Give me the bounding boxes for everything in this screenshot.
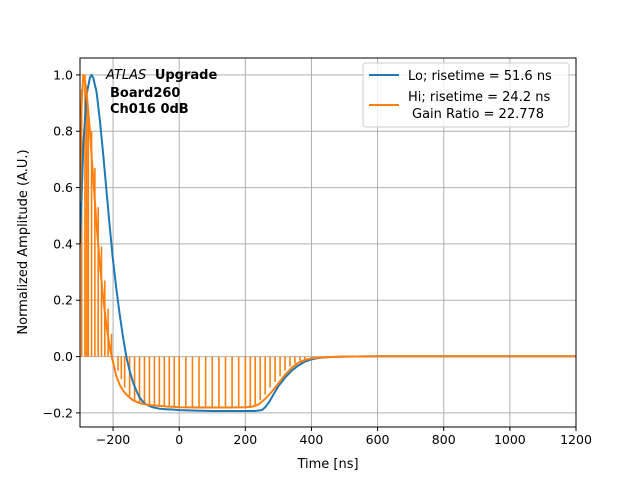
x-tick-label: 0 — [175, 432, 183, 447]
y-tick-label: 0.2 — [53, 293, 73, 308]
legend: Lo; risetime = 51.6 ns Hi; risetime = 24… — [362, 62, 570, 128]
x-tick-label: 1200 — [560, 432, 592, 447]
annotation-line-3: Ch016 0dB — [110, 102, 189, 117]
x-axis-label: Time [ns] — [296, 457, 358, 472]
annotation-line-2: Board260 — [110, 86, 180, 101]
annotation-atlas: ATLAS — [105, 68, 146, 83]
series-hi-line — [80, 73, 576, 409]
legend-label-hi: Hi; risetime = 24.2 ns — [408, 90, 550, 105]
plot-frame — [79, 57, 577, 428]
x-tick-label: −200 — [96, 432, 130, 447]
x-tick-label: 1000 — [494, 432, 526, 447]
y-axis-label: Normalized Amplitude (A.U.) — [16, 149, 31, 334]
legend-box — [362, 62, 570, 128]
series-group — [80, 73, 576, 412]
tick-marks: −200 0 200 400 600 800 1000 1200 −0.2 0.0 0.2 0.4 0.… — [43, 67, 592, 447]
y-tick-label: −0.2 — [43, 405, 73, 420]
legend-label-lo: Lo; risetime = 51.6 ns — [408, 69, 552, 84]
x-tick-label: 200 — [233, 432, 257, 447]
y-tick-label: 0.6 — [53, 180, 73, 195]
x-tick-label: 800 — [432, 432, 456, 447]
annotation-block: ATLAS Upgrade Board260 Ch016 0dB — [105, 68, 217, 117]
x-tick-label: 400 — [300, 432, 324, 447]
y-tick-label: 1.0 — [53, 67, 73, 82]
y-tick-label: 0.4 — [53, 236, 73, 251]
series-lo-line — [80, 73, 576, 412]
annotation-upgrade: Upgrade — [155, 68, 218, 83]
plot-series — [80, 73, 576, 412]
x-tick-label: 600 — [366, 432, 390, 447]
y-tick-label: 0.0 — [53, 349, 73, 364]
annotation-line-1: ATLAS Upgrade — [105, 68, 217, 83]
y-tick-label: 0.8 — [53, 124, 73, 139]
legend-label-hi-gain: Gain Ratio = 22.778 — [412, 107, 544, 122]
